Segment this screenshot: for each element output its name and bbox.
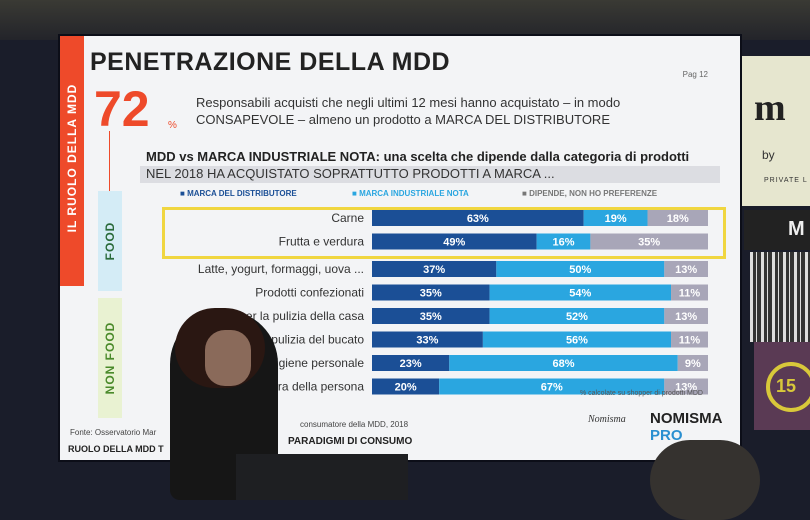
legend-item: ■ DIPENDE, NON HO PREFERENZE	[522, 189, 658, 198]
data-label: 19%	[605, 213, 627, 225]
bar-segment	[439, 378, 665, 395]
footer-text: RUOLO DELLA MDD T	[68, 444, 164, 454]
bar-segment	[372, 284, 490, 301]
bar-segment	[664, 378, 708, 395]
legend-item: ■ MARCA INDUSTRIALE NOTA	[352, 189, 469, 198]
group-food: FOOD	[98, 191, 122, 291]
bar-segment	[677, 355, 708, 371]
bar-segment	[590, 233, 708, 250]
source-text: consumatore della MDD, 2018	[300, 420, 409, 429]
subtitle: MDD vs MARCA INDUSTRIALE NOTA: una scelt…	[146, 149, 690, 164]
data-label: 11%	[679, 335, 701, 347]
audience-head	[650, 440, 760, 520]
big-unit: %	[168, 120, 177, 131]
data-label: 35%	[420, 311, 442, 323]
bar-segment	[482, 331, 672, 348]
data-label: 54%	[569, 288, 591, 300]
data-label: 11%	[679, 288, 701, 300]
data-label: 67%	[541, 382, 563, 394]
data-label: 50%	[569, 264, 591, 276]
edition-number: 15	[766, 362, 810, 412]
divider	[109, 131, 110, 191]
data-label: 9%	[685, 358, 701, 370]
data-label: 37%	[423, 264, 445, 276]
bar-segment	[372, 261, 497, 277]
data-label: 52%	[566, 311, 588, 323]
footer-text: PARADIGMI DI CONSUMO	[288, 436, 413, 447]
description: Responsabili acquisti che negli ultimi 1…	[196, 94, 656, 128]
slide-title: PENETRAZIONE DELLA MDD	[90, 48, 451, 76]
data-label: 35%	[420, 288, 442, 300]
bar-segment	[372, 210, 584, 226]
data-label: 13%	[675, 382, 697, 394]
banner-private-label: PRIVATE L	[764, 177, 808, 184]
bar-segment	[372, 233, 537, 250]
bar-segment	[372, 378, 440, 395]
presentation-slide: IL RUOLO DELLA MDD PENETRAZIONE DELLA MD…	[58, 34, 742, 462]
group-nonfood: NON FOOD	[98, 298, 122, 418]
banner-by: by	[762, 148, 775, 162]
bar-segment	[664, 308, 708, 324]
data-label: 33%	[416, 335, 438, 347]
bar-segment	[372, 331, 483, 348]
bar-segment	[372, 355, 450, 371]
edition-badge: 15	[754, 342, 810, 430]
category-label: Frutta e verdura	[279, 235, 365, 249]
nomisma-logo: Nomisma	[588, 414, 626, 425]
bar-segment	[496, 261, 665, 277]
data-label: 68%	[553, 358, 575, 370]
legend-item: ■ MARCA DEL DISTRIBUTORE	[180, 189, 297, 198]
bar-segment	[671, 331, 708, 348]
bar-segment	[583, 210, 648, 226]
bar-segment	[647, 210, 708, 226]
category-label: Latte, yogurt, formaggi, uova ...	[198, 262, 364, 276]
podium	[236, 454, 408, 500]
data-label: 63%	[467, 213, 489, 225]
data-label: 16%	[553, 237, 575, 249]
banner-letter: M	[744, 210, 810, 250]
chart-title: NEL 2018 HA ACQUISTATO SOPRATTUTTO PRODO…	[140, 166, 720, 183]
category-label: ...pulizia del bucato	[261, 333, 364, 347]
category-label: Carne	[331, 211, 364, 225]
chart-note: % calcolate su shopper di prodotti MDD	[580, 390, 703, 397]
page-number: Pag 12	[682, 70, 708, 79]
barcode-graphic	[750, 252, 810, 342]
big-number: 72	[94, 81, 150, 137]
data-label: 35%	[638, 237, 660, 249]
category-label: ...r l'igiene personale	[254, 356, 365, 370]
data-label: 23%	[400, 358, 422, 370]
background-banner: m by PRIVATE L	[732, 56, 810, 206]
nomisma-pro-logo: NOMISMA PRO	[650, 410, 722, 444]
ceiling	[0, 0, 810, 40]
slide-sidebar: IL RUOLO DELLA MDD	[60, 36, 84, 286]
description-line: Responsabili acquisti che negli ultimi 1…	[196, 95, 621, 110]
bar-segment	[536, 233, 591, 250]
bar-segment	[664, 261, 708, 277]
data-label: 18%	[667, 213, 689, 225]
description-line: CONSAPEVOLE – almeno un prodotto a MARCA…	[196, 112, 610, 127]
bar-segment	[489, 308, 665, 324]
category-label: Prodotti confezionati	[255, 286, 364, 300]
stacked-bar-chart: Carne 63% 19% 18% Frutta e verdura 49% 16% 35% L…	[198, 210, 708, 395]
speaker-face	[205, 330, 251, 386]
data-label: 20%	[395, 382, 417, 394]
data-label: 13%	[675, 311, 697, 323]
source-text: Fonte: Osservatorio Mar	[70, 428, 157, 437]
bar-segment	[372, 308, 490, 324]
data-label: 13%	[675, 264, 697, 276]
data-label: 56%	[566, 335, 588, 347]
bar-segment	[671, 284, 708, 301]
highlight-box	[162, 207, 726, 259]
banner-logo: m	[754, 87, 786, 129]
data-label: 49%	[443, 237, 465, 249]
bar-segment	[449, 355, 678, 371]
bar-segment	[489, 284, 672, 301]
